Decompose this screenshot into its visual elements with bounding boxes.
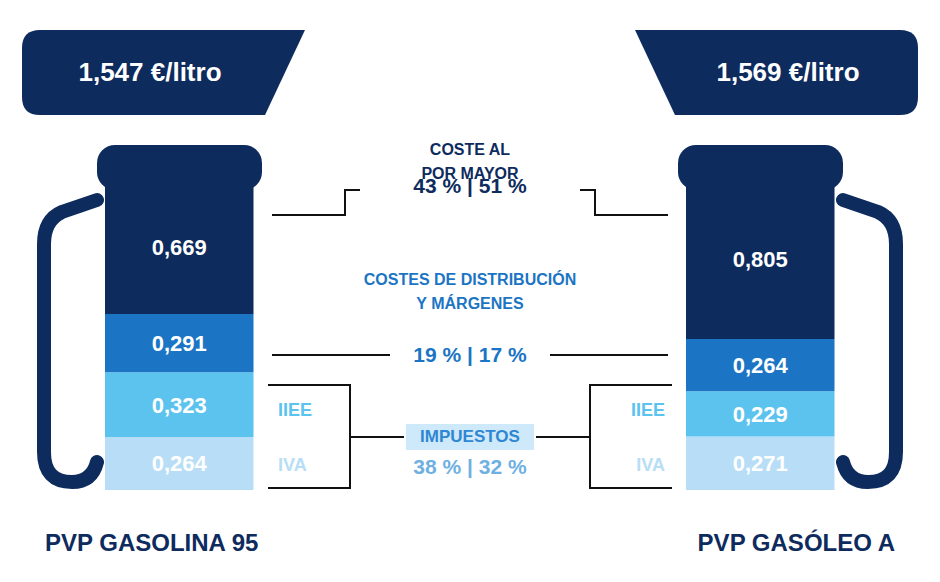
svg-text:0,805: 0,805 [733, 247, 788, 272]
html-text:COSTES DE DISTRIBUCIÓN: COSTES DE DISTRIBUCIÓN [363, 271, 577, 288]
html-text:19 % | 17 %: 19 % | 17 % [413, 343, 527, 366]
html-text:PVP GASÓLEO A: PVP GASÓLEO A [697, 529, 895, 556]
html-text:IIEE: IIEE [278, 400, 312, 420]
svg-text:0,264: 0,264 [733, 353, 789, 378]
svg-text:0,291: 0,291 [152, 331, 207, 356]
html-text:1,547 €/litro: 1,547 €/litro [78, 57, 222, 87]
html-text:IVA: IVA [636, 455, 665, 475]
svg-text:0,669: 0,669 [152, 235, 207, 260]
html-text:1,569 €/litro: 1,569 €/litro [716, 57, 860, 87]
html-text:38 % | 32 %: 38 % | 32 % [413, 455, 527, 478]
svg-text:0,264: 0,264 [152, 451, 208, 476]
html-text:IVA: IVA [278, 455, 307, 475]
html-text:Y MÁRGENES: Y MÁRGENES [416, 295, 524, 312]
svg-text:0,229: 0,229 [733, 402, 788, 427]
html-text:COSTE AL: COSTE AL [429, 141, 511, 158]
html-text:IIEE: IIEE [631, 400, 665, 420]
svg-text:0,271: 0,271 [733, 451, 788, 476]
svg-text:0,323: 0,323 [152, 393, 207, 418]
html-text:POR MAYOR: POR MAYOR [421, 165, 519, 182]
html-text:IMPUESTOS: IMPUESTOS [420, 427, 520, 446]
html-text:PVP GASOLINA 95: PVP GASOLINA 95 [45, 529, 259, 556]
html-text:43 % | 51 %: 43 % | 51 % [413, 174, 527, 197]
